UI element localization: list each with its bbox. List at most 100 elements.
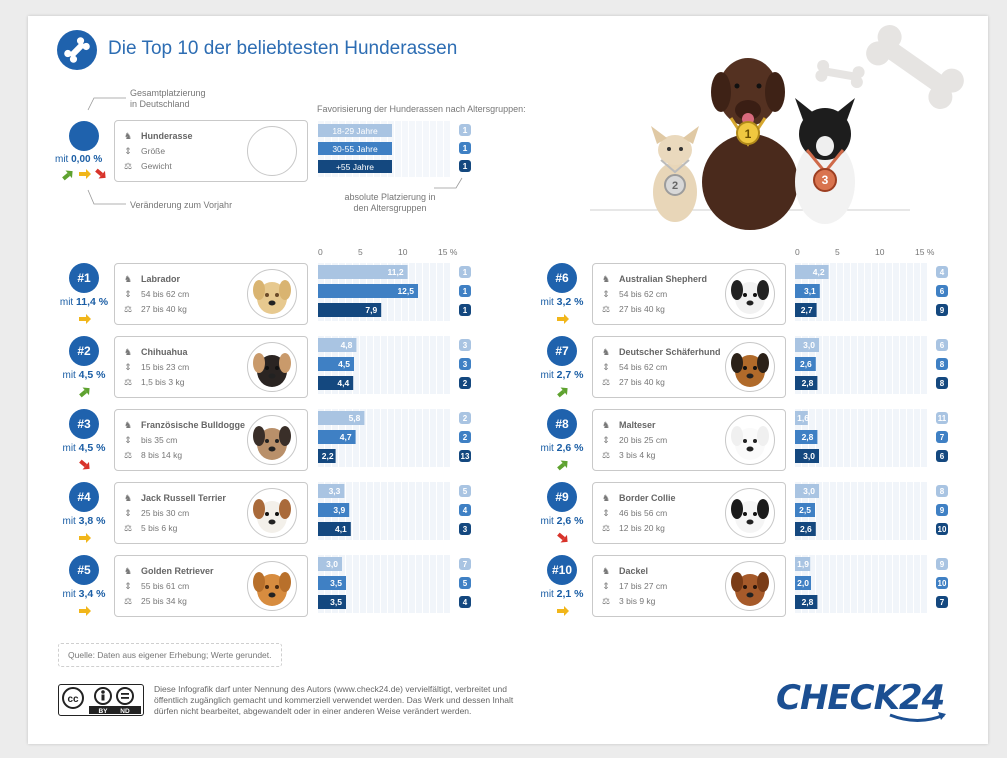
grid-stripe — [886, 263, 892, 321]
breed-card: ♞ Golden Retriever ⇕ 55 bis 61 cm ⚖ 25 bis 34… — [114, 555, 308, 617]
breed-bar-chart: 11,2 1 12,5 1 7,9 1 — [318, 263, 471, 321]
height-icon: ⇕ — [124, 362, 132, 372]
share-prefix: mit — [62, 370, 76, 381]
height-icon: ⇕ — [124, 289, 132, 299]
trend-same-arrow-icon — [79, 314, 91, 324]
grid-stripe — [865, 482, 871, 540]
grid-stripe — [893, 336, 899, 394]
grid-stripe — [360, 482, 366, 540]
grid-stripe — [816, 482, 822, 540]
grid-stripe — [900, 336, 906, 394]
grid-stripe — [353, 336, 359, 394]
weight-icon: ⚖ — [123, 377, 133, 387]
grid-stripe — [865, 555, 871, 613]
age-rank-value: 4 — [463, 598, 468, 607]
age-rank-value: 3 — [463, 341, 468, 350]
age-rank-value: 8 — [940, 487, 945, 496]
breed-card: ♞ Border Collie ⇕ 46 bis 56 cm ⚖ 12 bis 20 kg — [592, 482, 786, 544]
breed-size: 55 bis 61 cm — [141, 581, 190, 591]
grid-stripe — [851, 263, 857, 321]
trend-up-arrow-icon — [79, 387, 90, 398]
breed-name: Australian Shepherd — [619, 274, 708, 284]
rank-badge: #1 — [69, 263, 99, 293]
bar-value-label: 4,1 — [335, 524, 347, 534]
trend-down-arrow-icon — [557, 532, 568, 543]
rank-badge: #2 — [69, 336, 99, 366]
age-rank-badge — [459, 431, 471, 443]
weight-icon: ⚖ — [601, 377, 611, 387]
share-text: mit 2,6 % — [532, 442, 592, 454]
license-text: Diese Infografik darf unter Nennung des … — [154, 684, 514, 716]
cc-icon: cc BY ND — [62, 687, 141, 715]
bulldog-illustration — [795, 98, 855, 224]
grid-stripe — [879, 555, 885, 613]
dog-photo — [725, 561, 775, 611]
grid-stripe — [886, 409, 892, 467]
breed-card: ♞ Französische Bulldogge ⇕ bis 35 cm ⚖ 8 bis … — [114, 409, 308, 471]
age-rank-value: 4 — [940, 268, 945, 277]
dog-face-icon — [253, 572, 291, 606]
grid-stripe — [844, 482, 850, 540]
bar-value-label: 2,2 — [322, 451, 334, 461]
breed-bar-chart: 4,8 3 4,5 3 4,4 2 — [318, 336, 471, 394]
rank-badge: #8 — [547, 409, 577, 439]
podium-rank-2: 2 — [672, 180, 678, 192]
age-rank-value: 8 — [940, 379, 945, 388]
grid-stripe — [395, 482, 401, 540]
bar-value-label: 3,0 — [326, 559, 338, 569]
breed-name: Deutscher Schäferhund — [619, 347, 721, 357]
dog-face-icon — [731, 353, 769, 387]
grid-stripe — [809, 555, 815, 613]
bar-senior — [318, 449, 336, 463]
bar-young — [795, 411, 808, 425]
grid-stripe — [444, 409, 450, 467]
age-rank-badge — [936, 558, 948, 570]
breed-weight: 27 bis 40 kg — [619, 304, 665, 314]
rank-badge: #6 — [547, 263, 577, 293]
grid-stripe — [444, 482, 450, 540]
age-rank-value: 10 — [938, 525, 947, 534]
breed-weight: 25 bis 34 kg — [141, 596, 187, 606]
grid-stripe — [437, 409, 443, 467]
bar-senior — [318, 595, 346, 609]
grid-stripe — [872, 555, 878, 613]
bracket-line — [434, 177, 463, 189]
podium-rank-3: 3 — [822, 173, 829, 187]
grid-stripe — [900, 555, 906, 613]
breed-name: Malteser — [619, 420, 656, 430]
share-value: 3,8 % — [78, 515, 106, 527]
grid-stripe — [437, 263, 443, 321]
age-rank-value: 11 — [938, 414, 947, 423]
weight-icon: ⚖ — [601, 596, 611, 606]
bar-value-label: 4,2 — [813, 267, 825, 277]
weight-icon: ⚖ — [601, 304, 611, 314]
age-rank-badge — [459, 596, 471, 608]
bar-senior — [318, 376, 354, 390]
age-rank-value: 10 — [938, 579, 947, 588]
favorisierung-label: Favorisierung der Hunderassen nach Alter… — [317, 104, 526, 114]
grid-stripe — [423, 336, 429, 394]
bar-value-label: 3,5 — [330, 578, 342, 588]
grid-stripe — [851, 482, 857, 540]
bar-value-label: 2,0 — [797, 578, 809, 588]
breed-size: 54 bis 62 cm — [619, 362, 668, 372]
weight-icon: ⚖ — [123, 596, 133, 606]
bar-value-label: 1,6 — [797, 413, 809, 423]
grid-stripe — [367, 336, 373, 394]
grid-stripe — [914, 482, 920, 540]
grid-stripe — [367, 409, 373, 467]
bar-value-label: 4,7 — [340, 432, 352, 442]
bar-senior — [318, 303, 382, 317]
legend-bar-young — [318, 124, 392, 137]
photo-placeholder — [247, 126, 297, 176]
grid-stripe — [823, 336, 829, 394]
bar-young — [318, 338, 357, 352]
age-rank-value: 7 — [940, 598, 945, 607]
dog-face-icon — [253, 353, 291, 387]
bar-middle — [318, 357, 354, 371]
grid-stripe — [879, 263, 885, 321]
grid-stripe — [402, 409, 408, 467]
grid-stripe — [837, 336, 843, 394]
grid-stripe — [409, 409, 415, 467]
grid-stripe — [423, 555, 429, 613]
